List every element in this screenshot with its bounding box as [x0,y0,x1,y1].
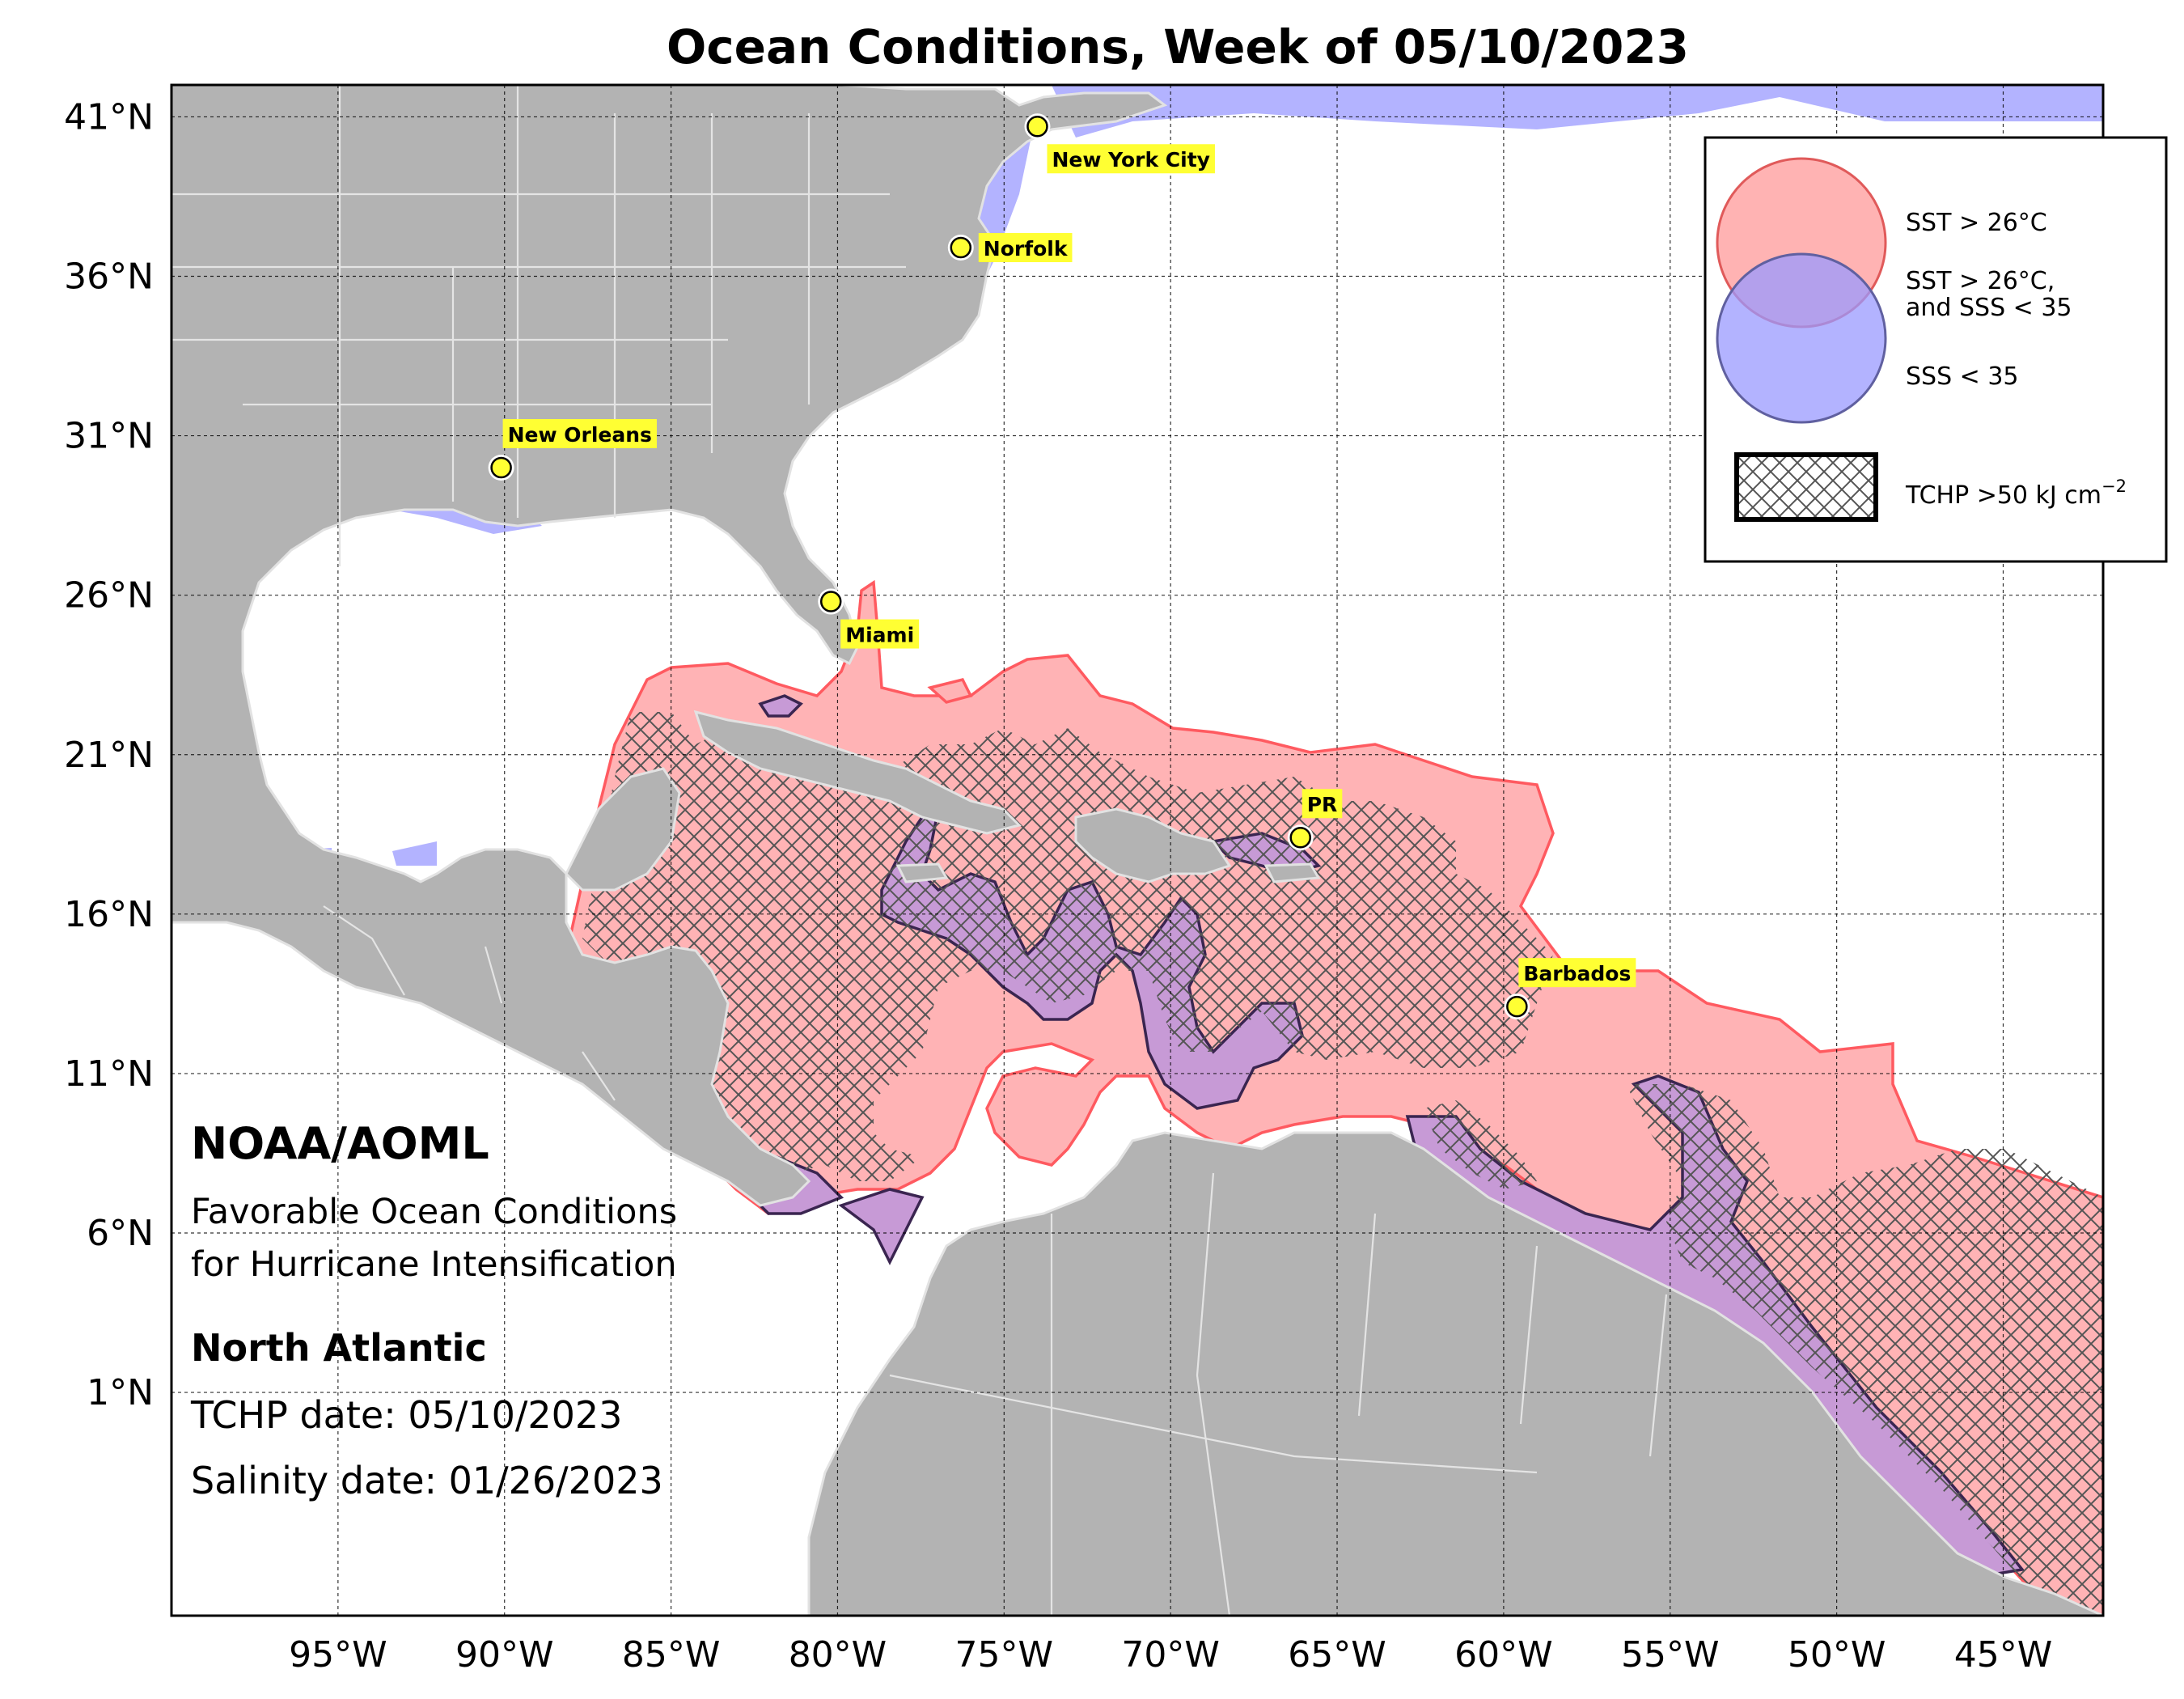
sst-region-bahamas-patch [927,677,973,704]
city-miami: Miami [818,588,920,649]
city-pr: PR [1287,789,1343,851]
city-barbados: Barbados [1504,958,1636,1020]
city-label-bg [502,419,657,448]
land-cuba [693,710,1022,835]
org-label: NOAA/AOML [191,1118,489,1169]
lon-axis-labels: 95°W 90°W 85°W 80°W 75°W 70°W 65°W 60°W 55°W 50°W… [289,1634,2052,1676]
political-borders [171,85,1668,1616]
city-marker [1289,826,1311,849]
legend-sss-label: SSS < 35 [1906,362,2019,391]
city-marker [1506,995,1528,1018]
legend-tchp-label: TCHP >50 kJ cm−2 [1905,477,2127,510]
city-norfolk: Norfolk [947,233,1073,263]
tchp-date: TCHP date: 05/10/2023 [190,1393,622,1437]
legend-tchp-text: TCHP >50 kJ cm [1905,481,2101,510]
map-title: Ocean Conditions, Week of 05/10/2023 [667,19,1689,74]
overlap-region-panama [838,1188,925,1265]
legend-both-label-line1: SST > 26°C, [1906,267,2055,295]
subtitle-line2: for Hurricane Intensification [191,1244,677,1285]
city-markers: New York City Norfolk New Orleans Miami PR Ba… [488,113,1636,1020]
city-label-bg [978,233,1073,263]
city-marker [490,456,512,479]
city-label: New York City [1052,148,1209,172]
city-label: Barbados [1523,962,1631,985]
land-south-america [807,1131,2103,1616]
lat-tick-label: 31°N [64,416,154,457]
sss-region-mexico-coast [392,841,437,866]
lon-tick-label: 85°W [622,1634,721,1676]
lon-tick-label: 90°W [455,1634,554,1676]
lon-tick-label: 45°W [1954,1634,2053,1676]
city-label: Norfolk [984,237,1069,261]
lon-tick-label: 70°W [1121,1634,1220,1676]
city-new-york-city: New York City [1024,113,1215,174]
lat-tick-label: 36°N [64,256,154,298]
lat-tick-label: 26°N [64,575,154,616]
border-line [171,85,906,566]
lat-tick-label: 41°N [64,96,154,138]
lat-tick-label: 11°N [64,1053,154,1095]
sss-region-northeast [1052,85,2103,138]
legend: SST > 26°C SST > 26°C, and SSS < 35 SSS … [1704,136,2168,563]
lon-tick-label: 60°W [1454,1634,1553,1676]
lon-tick-label: 95°W [289,1634,387,1676]
city-label-bg [840,619,920,649]
city-marker [950,236,972,259]
lat-tick-label: 6°N [87,1213,154,1254]
lon-tick-label: 80°W [789,1634,887,1676]
land-masses [171,85,2103,1616]
lon-tick-label: 50°W [1788,1634,1886,1676]
legend-tchp-swatch [1734,452,1878,522]
land-jamaica [895,862,949,883]
salinity-date: Salinity date: 01/26/2023 [191,1459,663,1502]
city-label: Miami [845,624,914,647]
lat-tick-label: 16°N [64,894,154,935]
region-label: North Atlantic [191,1326,487,1370]
land-hispaniola [1074,807,1232,883]
city-label: New Orleans [508,423,652,447]
land-yucatan [565,767,681,892]
city-label-bg [1302,789,1343,819]
lon-tick-label: 65°W [1288,1634,1386,1676]
tchp-hatch-lesser-antilles [1424,1100,1537,1189]
lon-tick-label: 75°W [955,1634,1054,1676]
lon-tick-label: 55°W [1621,1634,1720,1676]
subtitle-line1: Favorable Ocean Conditions [191,1192,677,1232]
gridlines [171,85,2103,1616]
land-puerto-rico [1263,862,1321,883]
info-block: NOAA/AOML Favorable Ocean Conditions for… [190,1118,677,1502]
lat-tick-label: 21°N [64,735,154,776]
city-label-bg [1518,958,1636,988]
city-marker [1026,115,1048,138]
city-marker [819,591,842,612]
legend-tchp-exponent: −2 [2101,477,2127,496]
plot-frame [170,83,2105,1617]
city-new-orleans: New Orleans [488,419,657,481]
lat-axis-labels: 41°N 36°N 31°N 26°N 21°N 16°N 11°N 6°N 1°N [64,96,154,1413]
legend-both-label-line2: and SSS < 35 [1906,294,2072,322]
legend-sss-swatch [1716,252,1887,424]
city-label: PR [1307,793,1338,816]
legend-sst-label: SST > 26°C [1906,209,2047,237]
overlap-region-cuba-south [758,694,803,718]
border-line [323,905,1668,1616]
lat-tick-label: 1°N [87,1372,154,1413]
land-north-america [171,85,1168,1207]
tchp-hatch-atlantic-east [1626,1084,2103,1616]
city-label-bg [1047,144,1215,174]
